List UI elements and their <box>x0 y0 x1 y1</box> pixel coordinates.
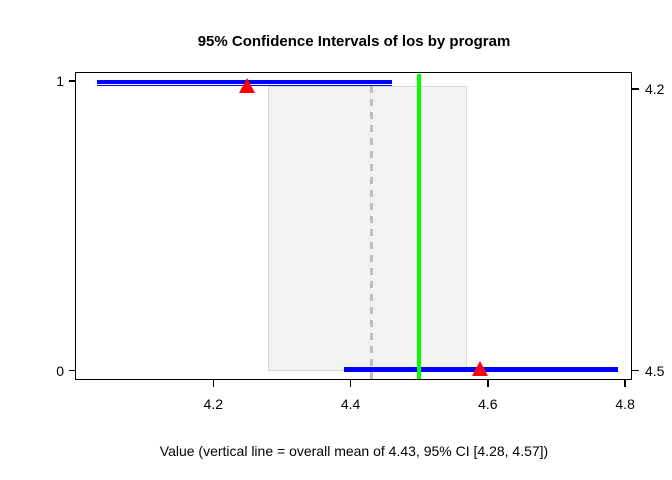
overall-mean-dashed-line <box>369 86 373 379</box>
x-axis-tick-label: 4.4 <box>340 396 361 412</box>
x-axis-tick <box>349 379 352 387</box>
x-axis-tick-label: 4.6 <box>478 396 498 412</box>
y-axis-label: 0 <box>56 362 64 379</box>
x-axis-tick-label: 4.2 <box>203 396 224 412</box>
x-axis-tick-label: 4.8 <box>615 396 635 412</box>
chart-title: 95% Confidence Intervals of los by progr… <box>197 33 511 50</box>
y-axis-label: 1 <box>56 73 64 89</box>
right-axis-tick <box>632 88 639 90</box>
x-axis-tick <box>487 379 489 387</box>
right-axis-tick <box>632 369 639 372</box>
x-axis-tick <box>212 379 215 387</box>
overall-ci-band <box>268 86 468 371</box>
y-axis-tick <box>69 369 76 372</box>
y-axis-tick <box>69 80 76 82</box>
group-mean-marker <box>239 78 256 93</box>
x-axis-tick <box>624 379 626 387</box>
right-axis-label: 4.5 <box>645 362 665 379</box>
reference-line <box>417 74 422 379</box>
x-axis-caption: Value (vertical line = overall mean of 4… <box>159 443 549 459</box>
group-mean-marker <box>472 360 489 376</box>
right-axis-label: 4.2 <box>645 81 665 97</box>
